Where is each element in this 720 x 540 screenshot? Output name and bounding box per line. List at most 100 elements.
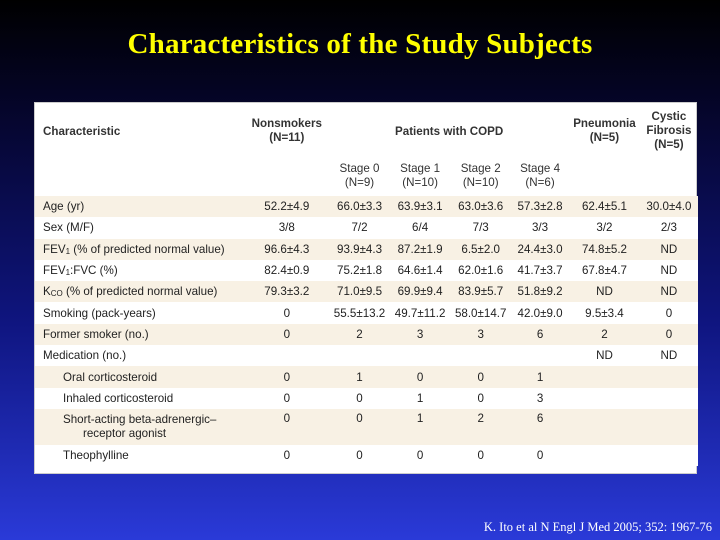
- row-label-rest: (% of predicted normal value): [62, 285, 218, 299]
- table-cell: 0: [536, 449, 544, 463]
- header-stage-4: Stage 4 (N=6): [511, 159, 569, 196]
- table-cell: 69.9±9.4: [397, 285, 443, 299]
- table-row: KCO (% of predicted normal value) 79.3±3.…: [35, 281, 698, 303]
- table-cell: 30.0±4.0: [646, 200, 692, 214]
- table-row: Theophylline 0 0 0 0 0: [35, 444, 698, 467]
- table-cell: 79.3±3.2: [264, 285, 310, 299]
- row-label: Theophylline: [35, 445, 244, 466]
- table-cell: 66.0±3.3: [337, 200, 383, 214]
- table-cell: 0: [356, 391, 363, 405]
- table-cell: 1: [356, 370, 363, 384]
- row-label-text: Theophylline: [63, 449, 129, 463]
- header-nonsmokers-n: (N=11): [269, 131, 305, 144]
- row-label-rest: :FVC (%): [70, 264, 118, 278]
- stage-n: (N=9): [344, 176, 375, 189]
- header-cf-line2: Fibrosis: [646, 124, 692, 137]
- row-label-main: K: [43, 285, 51, 299]
- header-stage-0: Stage 0 (N=9): [329, 159, 390, 196]
- table-cell: 0: [283, 306, 291, 320]
- table-cell: 0: [283, 327, 291, 341]
- table-row: Oral corticosteroid 0 1 0 0 1: [35, 366, 698, 388]
- row-label-text: Short-acting beta-adrenergic–: [63, 412, 217, 426]
- table-cell: 0: [477, 391, 484, 405]
- table-cell: 1: [416, 391, 424, 405]
- table-row: FEV1 (% of predicted normal value) 96.6±4…: [35, 238, 698, 260]
- header-stage-2: Stage 2 (N=10): [450, 159, 511, 196]
- table-row: Smoking (pack-years) 0 55.5±13.2 49.7±11.2 5…: [35, 302, 698, 324]
- row-label: FEV1:FVC (%): [35, 260, 244, 281]
- table-cell: 0: [665, 306, 673, 320]
- table-cell: 2/3: [660, 221, 677, 235]
- table-cell: 62.4±5.1: [581, 200, 627, 214]
- table-cell: 93.9±4.3: [337, 242, 383, 256]
- table-cell: [640, 409, 698, 445]
- row-label: FEV1 (% of predicted normal value): [35, 239, 244, 260]
- header-blank: [640, 159, 698, 196]
- table-cell: [329, 345, 390, 366]
- characteristics-table: Characteristic Nonsmokers (N=11) Patient…: [35, 103, 698, 467]
- table-cell: 62.0±1.6: [458, 264, 504, 278]
- row-label: Former smoker (no.): [35, 324, 244, 345]
- table-cell: 9.5±3.4: [585, 306, 624, 320]
- header-row-1: Characteristic Nonsmokers (N=11) Patient…: [35, 103, 698, 159]
- table-cell: 0: [356, 449, 363, 463]
- table-cell: 57.3±2.8: [517, 200, 563, 214]
- header-pneumonia-n: (N=5): [589, 131, 620, 144]
- table-row: Age (yr) 52.2±4.9 66.0±3.3 63.9±3.1 63.0±3.6…: [35, 196, 698, 218]
- table-cell: 0: [477, 449, 484, 463]
- table-cell: ND: [660, 264, 678, 278]
- table-cell: ND: [660, 242, 678, 256]
- stage-n: (N=10): [402, 176, 438, 189]
- table-cell: 3: [536, 391, 544, 405]
- table-cell: 87.2±1.9: [397, 242, 443, 256]
- table-cell: 3/3: [531, 221, 549, 235]
- header-pneumonia: Pneumonia (N=5): [569, 103, 640, 159]
- table-cell: 24.4±3.0: [517, 242, 563, 256]
- table-cell: 2: [477, 411, 484, 425]
- header-cystic-fibrosis: Cystic Fibrosis (N=5): [640, 103, 698, 159]
- row-label-rest: (% of predicted normal value): [70, 242, 225, 256]
- table-body: Age (yr) 52.2±4.9 66.0±3.3 63.9±3.1 63.0±3.6…: [35, 196, 698, 467]
- table-cell: 6/4: [412, 221, 429, 235]
- table-cell: 0: [477, 370, 484, 384]
- table-panel: Characteristic Nonsmokers (N=11) Patient…: [34, 102, 698, 474]
- table-cell: 3/2: [596, 221, 613, 235]
- table-cell: 6: [536, 327, 544, 341]
- table-cell: 6.5±2.0: [461, 242, 500, 256]
- header-characteristic: Characteristic: [43, 124, 121, 138]
- row-label-sub: CO: [50, 289, 63, 299]
- citation: K. Ito et al N Engl J Med 2005; 352: 196…: [483, 520, 712, 534]
- table-row: Short-acting beta-adrenergic– receptor ag…: [35, 408, 698, 445]
- table-cell: 42.0±9.0: [517, 306, 563, 320]
- table-cell: 58.0±14.7: [454, 306, 507, 320]
- row-label: KCO (% of predicted normal value): [35, 281, 244, 302]
- row-label-text: Oral corticosteroid: [63, 370, 158, 384]
- row-label-sub: 1: [65, 268, 71, 278]
- row-label-text: Inhaled corticosteroid: [63, 391, 174, 405]
- table-row: FEV1:FVC (%) 82.4±0.9 75.2±1.8 64.6±1.4 62.0…: [35, 259, 698, 282]
- table-cell: ND: [596, 285, 613, 299]
- table-cell: 63.0±3.6: [458, 200, 504, 214]
- header-blank: [569, 159, 640, 196]
- header-blank: [35, 159, 244, 196]
- row-label: Age (yr): [35, 196, 244, 217]
- header-nonsmokers-label: Nonsmokers: [251, 117, 322, 130]
- header-stage-1: Stage 1 (N=10): [390, 159, 451, 196]
- table-cell: 52.2±4.9: [264, 200, 310, 214]
- row-label-text: Former smoker (no.): [43, 327, 149, 341]
- stage-n: (N=6): [525, 176, 555, 189]
- table-cell: 1: [416, 411, 424, 425]
- row-label: Sex (M/F): [35, 217, 244, 238]
- table-cell: 3: [416, 327, 424, 341]
- table-row: Sex (M/F) 3/8 7/2 6/4 7/3 3/3 3/2 2/3: [35, 217, 698, 239]
- table-cell: [390, 345, 451, 366]
- header-blank: [244, 159, 329, 196]
- table-cell: 96.6±4.3: [264, 242, 310, 256]
- row-label-text: Smoking (pack-years): [43, 306, 156, 320]
- stage-label: Stage 4: [520, 162, 561, 175]
- table-cell: 64.6±1.4: [397, 264, 443, 278]
- header-pneumonia-label: Pneumonia: [573, 117, 636, 130]
- table-cell: 7/2: [351, 221, 368, 235]
- table-cell: [640, 366, 698, 387]
- table-cell: [640, 388, 698, 409]
